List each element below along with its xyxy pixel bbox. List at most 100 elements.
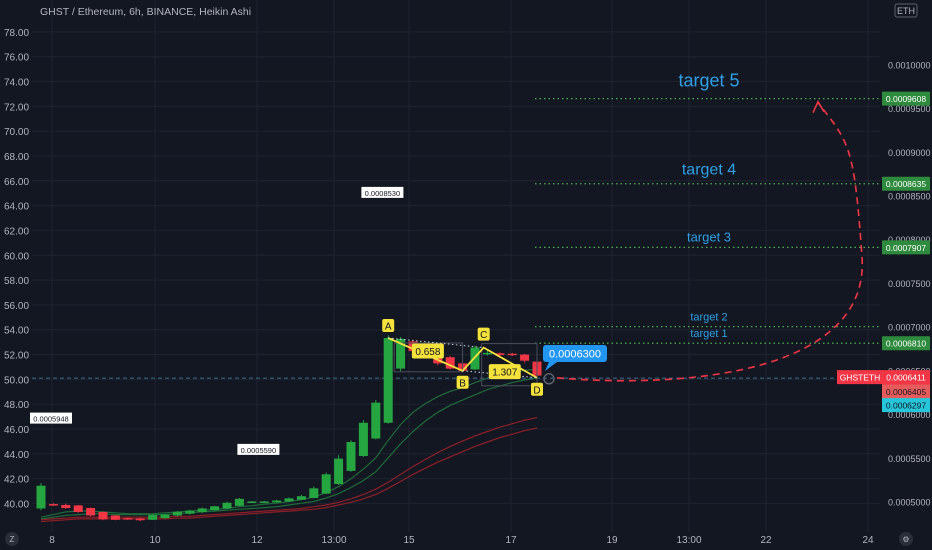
right-axis-tick-label: 0.0008000 [888, 235, 931, 245]
moving-average-line-3 [40, 416, 538, 521]
left-axis-tick-label: 60.00 [4, 251, 29, 262]
settings-button[interactable] [899, 532, 913, 546]
left-axis-tick-label: 46.00 [4, 425, 29, 436]
candle[interactable] [309, 486, 319, 499]
price-label: 0.0005948 [33, 415, 68, 424]
candle-body [520, 354, 530, 361]
projection-badge[interactable] [543, 345, 607, 362]
x-axis-tick-label: 15 [403, 535, 415, 546]
extra-axis-badge [882, 398, 930, 413]
pattern-point-label: B [459, 378, 466, 389]
currency-badge-box[interactable] [894, 3, 918, 18]
gear-icon[interactable]: ⚙ [902, 535, 909, 544]
currency-badge[interactable]: ETH [897, 6, 915, 16]
right-axis-tick-label: 0.0008500 [888, 192, 931, 202]
candle[interactable] [135, 517, 145, 522]
candle-body [482, 352, 492, 355]
pattern-end-ring [543, 373, 555, 385]
candle[interactable] [346, 440, 356, 472]
candle[interactable] [234, 497, 244, 507]
target-axis-value: 0.0007907 [886, 243, 926, 253]
left-axis-tick-label: 52.00 [4, 351, 29, 362]
candle[interactable] [383, 335, 393, 424]
x-axis-tick-label: 22 [760, 535, 772, 546]
candle[interactable] [86, 507, 96, 517]
left-axis-tick-label: 54.00 [4, 326, 29, 337]
candle-body [36, 485, 46, 509]
grid [32, 0, 880, 532]
candle[interactable] [272, 499, 282, 503]
candle[interactable] [160, 513, 170, 519]
candle[interactable] [98, 511, 108, 521]
right-axis-tick-label: 0.0010000 [888, 60, 931, 70]
candle-body [197, 508, 207, 512]
candle[interactable] [48, 503, 58, 506]
extra-axis-value: 0.0006297 [886, 401, 926, 411]
candle[interactable] [358, 420, 368, 457]
x-axis-tick-label: 8 [49, 535, 55, 546]
candle[interactable] [110, 515, 120, 521]
candle[interactable] [73, 504, 83, 513]
candle[interactable] [222, 501, 232, 509]
chart-title: GHST / Ethereum, 6h, BINANCE, Heikin Ash… [40, 6, 251, 18]
candle[interactable] [284, 497, 294, 502]
timezone-label: Z [10, 535, 15, 544]
left-axis-tick-label: 70.00 [4, 127, 29, 138]
candle[interactable] [507, 352, 517, 356]
timezone-button[interactable] [5, 532, 19, 546]
candle[interactable] [197, 507, 207, 513]
left-axis-tick-label: 74.00 [4, 78, 29, 89]
target-label: target 3 [687, 229, 731, 244]
candle-body [160, 514, 170, 519]
pattern-box-cd [481, 343, 538, 387]
candle[interactable] [321, 472, 331, 495]
candle[interactable] [148, 514, 158, 520]
candle[interactable] [482, 350, 492, 356]
candle[interactable] [520, 353, 530, 363]
left-axis-tick-label: 78.00 [4, 28, 29, 39]
candle[interactable] [123, 517, 133, 520]
target-label: target 5 [678, 71, 739, 91]
candle-body [259, 501, 269, 503]
target-label: target 4 [682, 162, 736, 179]
candle-body [222, 502, 232, 509]
harmonic-pattern[interactable]: A B C D 0.658 1.307 [382, 318, 543, 396]
candle-body [396, 338, 406, 369]
candle[interactable] [172, 511, 182, 517]
targets: target 1 0.0006810 target 2 target 3 0.00079… [535, 71, 930, 351]
candle-body [321, 474, 331, 494]
candle[interactable] [296, 494, 306, 501]
candle-body [48, 504, 58, 506]
candle[interactable] [61, 503, 71, 509]
candle[interactable] [371, 400, 381, 440]
left-axis-tick-label: 72.00 [4, 102, 29, 113]
candle[interactable] [259, 501, 269, 503]
candle-body [334, 458, 344, 484]
candle[interactable] [445, 355, 455, 370]
candle-body [172, 511, 182, 516]
pattern-ratio-badge [488, 364, 521, 380]
candle-body [86, 508, 96, 516]
candle-body [470, 347, 480, 370]
price-label: 0.0005590 [241, 446, 276, 455]
left-axis-tick-label: 44.00 [4, 450, 29, 461]
candle-body [358, 422, 368, 457]
candle[interactable] [210, 505, 220, 512]
candle[interactable] [334, 455, 344, 485]
left-axis-tick-label: 50.00 [4, 375, 29, 386]
target-axis-badge [882, 240, 930, 255]
x-axis-tick-label: 13:00 [321, 535, 346, 546]
candle-body [148, 515, 158, 520]
candle-body [210, 506, 220, 511]
current-price-value: 0.0006411 [886, 373, 926, 383]
pattern-point-badge [382, 318, 395, 332]
candle[interactable] [36, 483, 46, 511]
pattern-ratio-label: 0.658 [415, 347, 440, 358]
candle[interactable] [247, 501, 257, 503]
left-axis-tick-label: 76.00 [4, 53, 29, 64]
candle-body [495, 353, 505, 356]
candle[interactable] [185, 509, 195, 515]
